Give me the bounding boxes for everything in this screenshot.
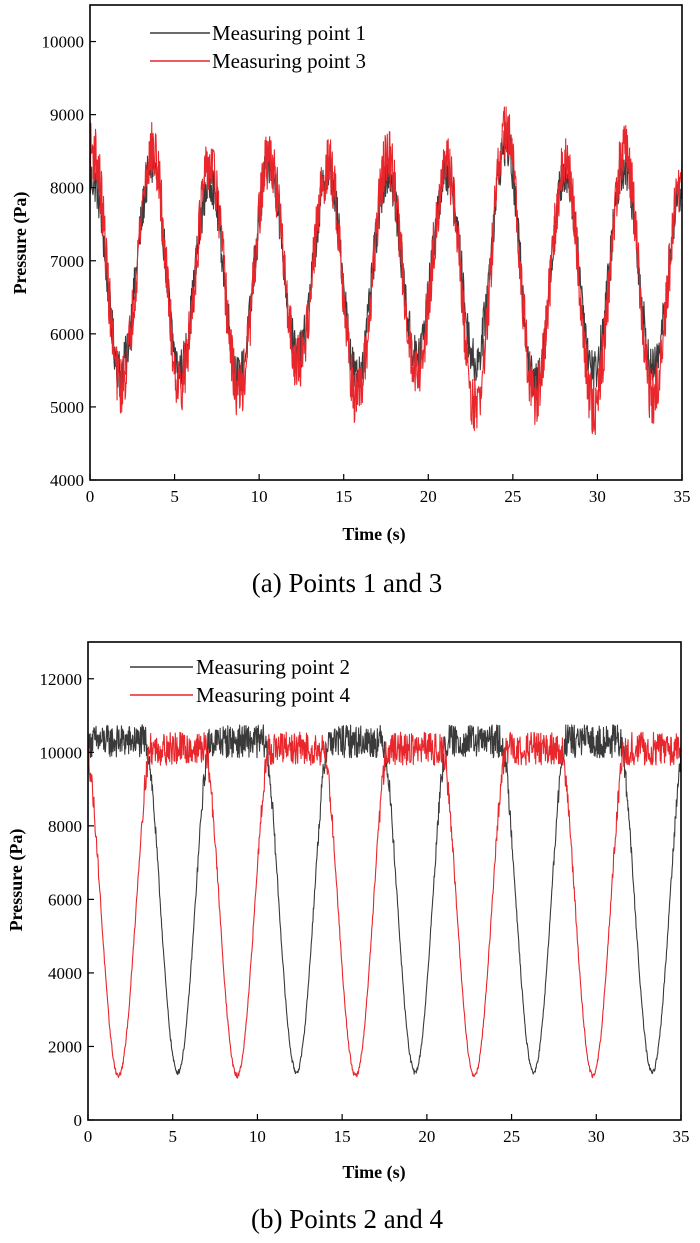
y-tick-label: 2000 <box>48 1037 82 1056</box>
y-tick-label: 6000 <box>50 325 84 344</box>
series-line-measuring-point-4 <box>87 731 682 1079</box>
x-tick-label: 35 <box>674 487 691 506</box>
x-tick-label: 20 <box>418 1127 435 1146</box>
plot-frame-a <box>89 4 683 481</box>
y-tick-label: 8000 <box>48 817 82 836</box>
y-tick-label: 5000 <box>50 398 84 417</box>
x-tick-label: 5 <box>168 1127 177 1146</box>
plot-frame-b <box>87 641 682 1121</box>
y-axis-title-b: Pressure (Pa) <box>6 829 27 932</box>
x-axis-title-b: Time (s) <box>342 1162 405 1183</box>
series-line-measuring-point-3 <box>89 106 683 435</box>
plot-area-a <box>89 106 683 435</box>
legend-label-point-4: Measuring point 4 <box>196 683 350 707</box>
legend-label-point-3: Measuring point 3 <box>212 49 366 73</box>
y-tick-label: 7000 <box>50 252 84 271</box>
legend-b: Measuring point 2 Measuring point 4 <box>130 655 350 707</box>
y-tick-label: 10000 <box>42 33 85 52</box>
caption-a: (a) Points 1 and 3 <box>252 568 442 598</box>
y-tick-label: 8000 <box>50 179 84 198</box>
x-ticks-a: 0 5 10 15 20 25 30 35 <box>86 474 691 506</box>
legend-label-point-1: Measuring point 1 <box>212 21 366 45</box>
y-tick-label: 12000 <box>40 670 83 689</box>
y-tick-label: 4000 <box>50 471 84 490</box>
x-tick-label: 0 <box>86 487 95 506</box>
x-ticks-b: 0 5 10 15 20 25 30 35 <box>84 1114 690 1146</box>
chart-panel-b: 0 2000 4000 6000 8000 10000 12000 0 5 10 15 20 25 30… <box>6 641 690 1234</box>
legend-a: Measuring point 1 Measuring point 3 <box>150 21 366 73</box>
y-axis-title-a: Pressure (Pa) <box>10 192 31 295</box>
x-tick-label: 10 <box>251 487 268 506</box>
x-axis-title-a: Time (s) <box>342 524 405 545</box>
y-ticks-a: 4000 5000 6000 7000 8000 9000 10000 <box>42 33 96 490</box>
legend-label-point-2: Measuring point 2 <box>196 655 350 679</box>
x-tick-label: 25 <box>503 1127 520 1146</box>
x-tick-label: 0 <box>84 1127 93 1146</box>
x-tick-label: 10 <box>249 1127 266 1146</box>
y-tick-label: 0 <box>74 1111 83 1130</box>
x-tick-label: 15 <box>334 1127 351 1146</box>
x-tick-label: 20 <box>420 487 437 506</box>
chart-panel-a: 4000 5000 6000 7000 8000 9000 10000 0 5 10 15 20 25… <box>10 4 691 598</box>
y-tick-label: 9000 <box>50 106 84 125</box>
plot-area-b <box>87 724 682 1079</box>
x-tick-label: 35 <box>673 1127 690 1146</box>
series-line-measuring-point-2 <box>87 724 682 1076</box>
y-tick-label: 4000 <box>48 964 82 983</box>
x-tick-label: 30 <box>589 487 606 506</box>
y-tick-label: 10000 <box>40 743 83 762</box>
y-tick-label: 6000 <box>48 890 82 909</box>
y-ticks-b: 0 2000 4000 6000 8000 10000 12000 <box>40 670 94 1130</box>
x-tick-label: 25 <box>504 487 521 506</box>
x-tick-label: 30 <box>588 1127 605 1146</box>
x-tick-label: 15 <box>335 487 352 506</box>
caption-b: (b) Points 2 and 4 <box>251 1204 443 1234</box>
x-tick-label: 5 <box>170 487 179 506</box>
